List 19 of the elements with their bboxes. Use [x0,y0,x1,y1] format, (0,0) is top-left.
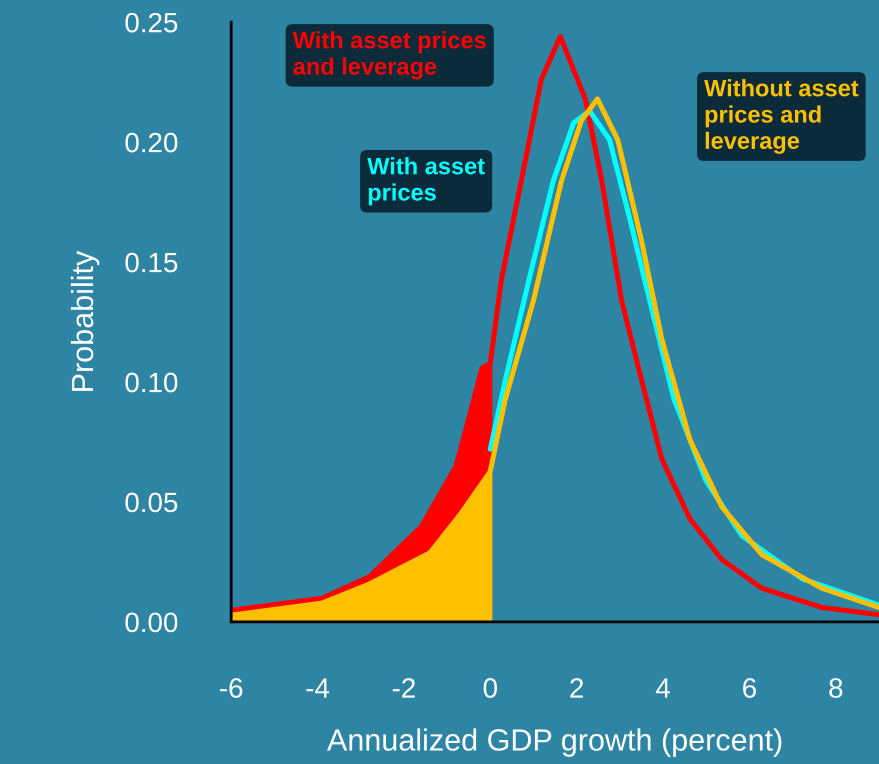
text: Without asset prices and leverage [704,79,858,154]
text: With asset prices and leverage [292,31,486,80]
y-tick-label: 0.20 [125,132,178,152]
y-tick-label: 0.05 [125,492,178,512]
x-tick-label: 4 [656,678,670,698]
x-axis-title: Annualized GDP growth (percent) [327,728,782,757]
x-tick-label: 0 [484,678,497,698]
y-tick-label: 0.10 [125,372,178,392]
x-tick-label: 2 [570,678,584,698]
x-tick-label: 6 [743,678,756,698]
y-tick-label: 0.00 [125,612,178,632]
y-axis-title: Probability [70,250,100,391]
y-tick-label: 0.25 [125,12,178,32]
text: With asset prices [367,157,485,206]
y-tick-label: 0.15 [125,252,178,272]
x-tick-label: -2 [392,678,415,698]
x-tick-label: -4 [306,678,330,698]
x-tick-label: -6 [220,678,242,698]
x-tick-label: 8 [829,678,842,698]
